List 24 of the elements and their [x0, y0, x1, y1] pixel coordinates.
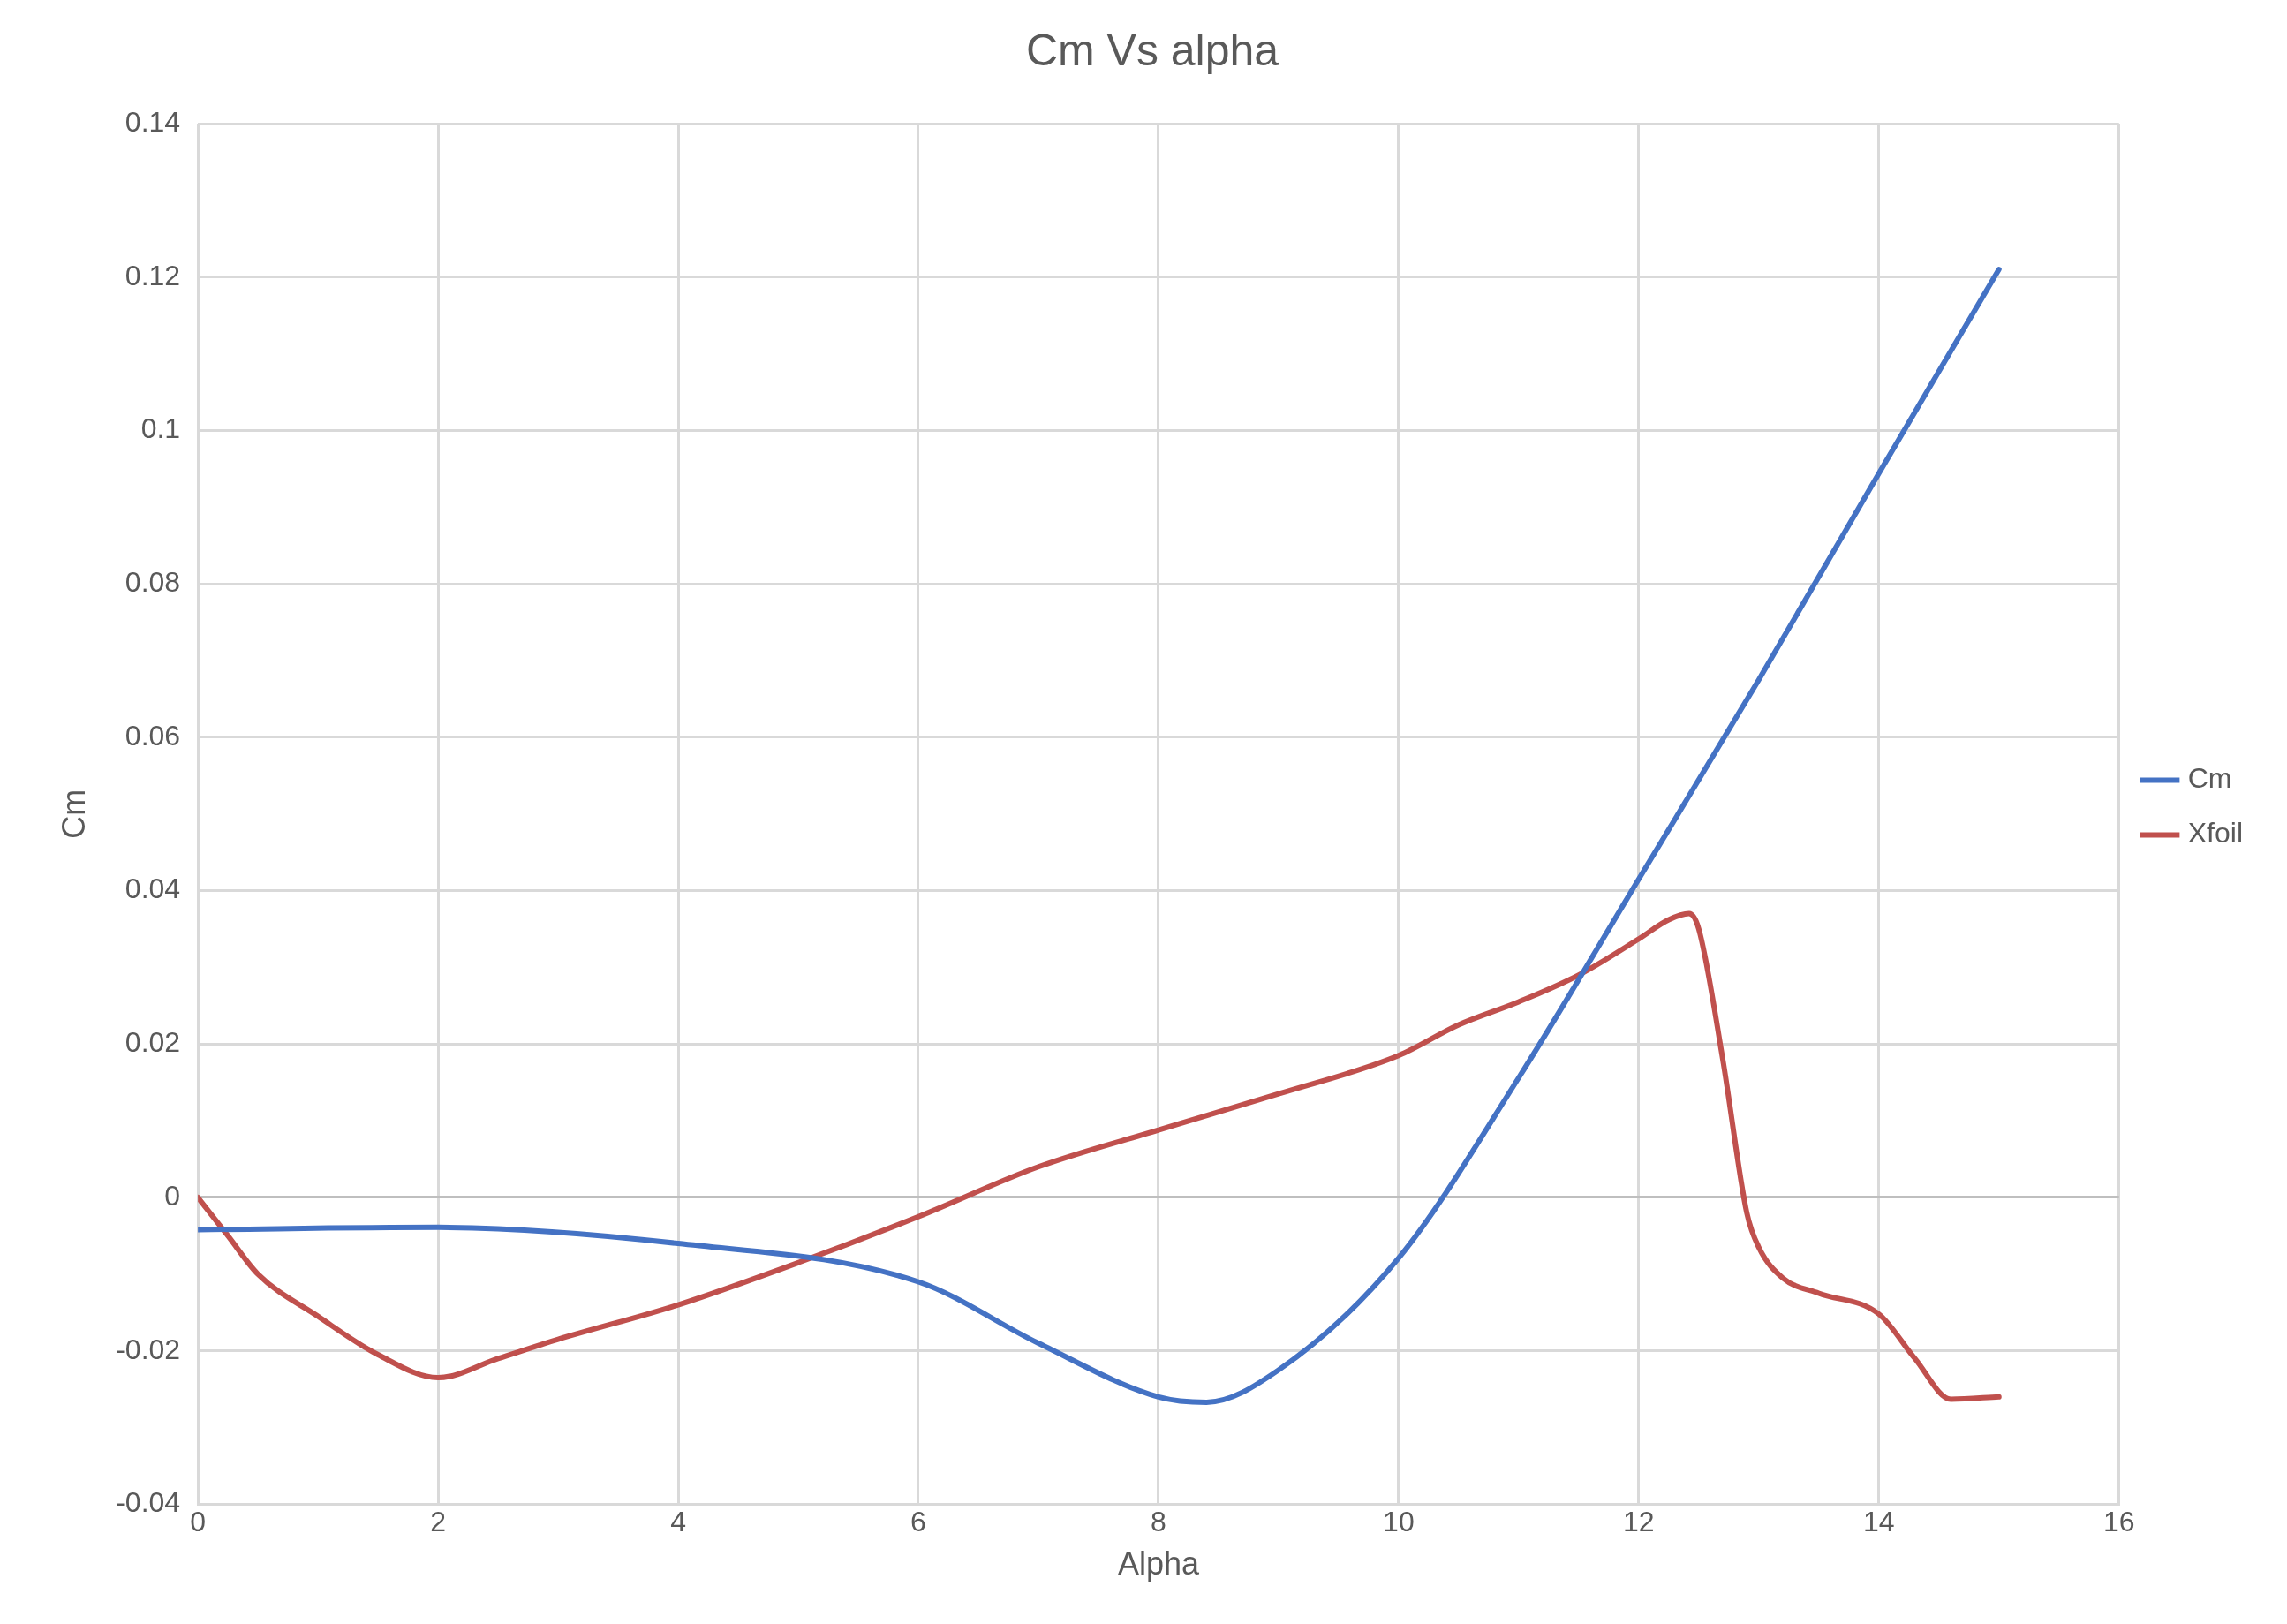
legend-label: Cm	[2187, 762, 2232, 795]
y-tick-label: -0.02	[116, 1333, 181, 1365]
x-tick-label: 16	[2102, 1506, 2135, 1538]
x-tick-label: 8	[1151, 1506, 1166, 1538]
x-tick-label: 12	[1623, 1506, 1655, 1538]
y-tick-label: 0.14	[125, 105, 181, 138]
x-tick-label: 6	[910, 1506, 926, 1538]
chart-title: Cm Vs alpha	[1025, 25, 1279, 75]
y-tick-label: 0.08	[125, 565, 181, 598]
x-tick-label: 10	[1383, 1506, 1415, 1538]
x-tick-label: 2	[430, 1506, 446, 1538]
y-tick-label: 0.06	[125, 719, 181, 752]
y-tick-label: 0.1	[140, 412, 181, 445]
x-tick-label: 0	[190, 1506, 207, 1538]
x-axis-title: Alpha	[1117, 1545, 1200, 1582]
y-tick-label: -0.04	[116, 1486, 181, 1519]
y-axis-title: Cm	[55, 789, 92, 839]
y-tick-label: 0	[164, 1179, 181, 1212]
y-tick-label: 0.04	[125, 872, 181, 905]
legend-label: Xfoil	[2187, 817, 2243, 850]
y-tick-label: 0.12	[125, 259, 181, 291]
x-tick-label: 4	[670, 1506, 686, 1538]
y-tick-label: 0.02	[125, 1026, 181, 1059]
x-tick-label: 14	[1863, 1506, 1895, 1538]
